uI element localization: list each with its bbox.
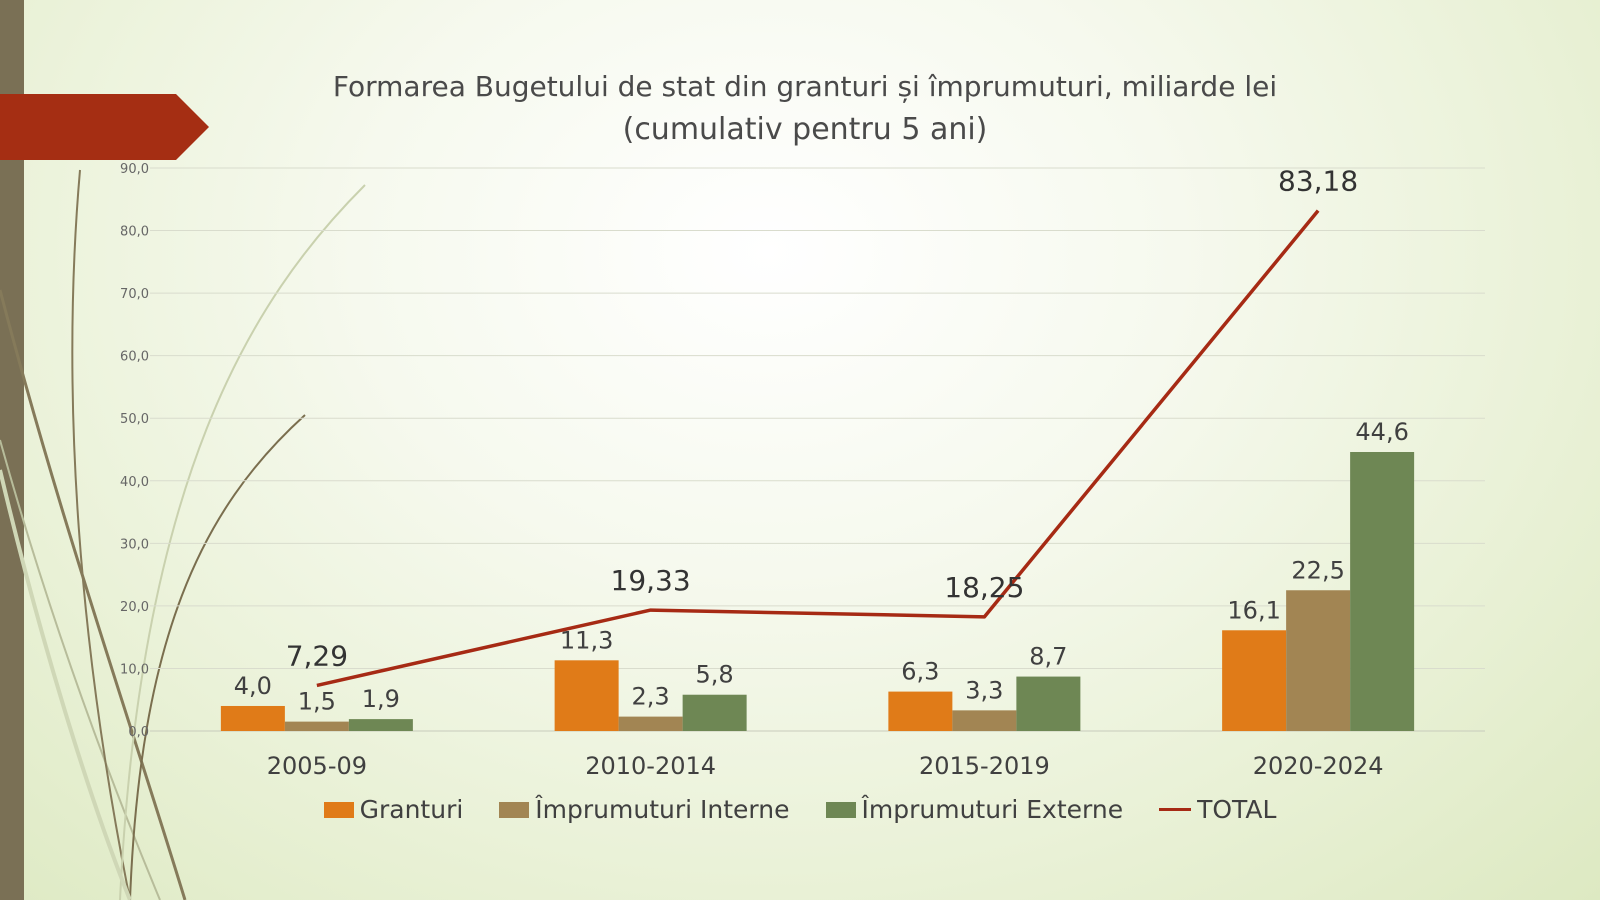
bar-data-label: 5,8: [696, 661, 734, 689]
bar-data-label: 2,3: [632, 683, 670, 711]
y-tick-label: 90,0: [120, 162, 149, 177]
legend-label-total: TOTAL: [1197, 795, 1277, 824]
title-ribbon: [0, 94, 209, 160]
legend-swatch-imprumuturi-externe: [825, 801, 856, 818]
bar-data-label: 22,5: [1291, 556, 1344, 584]
bar: [682, 694, 747, 731]
y-tick-label: 20,0: [120, 600, 149, 615]
line-data-label: 19,33: [611, 564, 691, 597]
y-tick-label: 10,0: [120, 662, 149, 677]
bar: [1016, 676, 1081, 731]
bar: [1350, 452, 1415, 731]
legend-label-imprumuturi-externe: Împrumuturi Externe: [861, 795, 1124, 824]
bar-data-label: 11,3: [560, 626, 613, 654]
bar: [952, 710, 1017, 731]
line-data-label: 83,18: [1278, 165, 1358, 198]
decorative-curves: [0, 169, 366, 900]
bar-data-label: 6,3: [901, 658, 939, 686]
y-tick-label: 40,0: [120, 475, 149, 490]
bar: [1286, 590, 1351, 731]
chart-subtitle: (cumulativ pentru 5 ani): [622, 112, 988, 147]
legend-swatch-total: [1159, 808, 1192, 811]
x-tick-label: 2020-2024: [1253, 752, 1384, 780]
bar-data-label: 1,9: [362, 685, 400, 713]
bar-data-label: 8,7: [1029, 643, 1067, 671]
legend-swatch-granturi: [323, 801, 354, 818]
y-tick-label: 50,0: [120, 412, 149, 427]
total-line: [316, 209, 1320, 688]
y-tick-label: 80,0: [120, 225, 149, 240]
bar-data-label: 16,1: [1227, 596, 1280, 624]
x-tick-label: 2005-09: [267, 752, 367, 780]
bar: [1222, 630, 1287, 731]
bar: [888, 691, 953, 731]
legend-item-imprumuturi-externe: Împrumuturi Externe: [825, 795, 1124, 824]
bar-data-label: 1,5: [298, 688, 336, 716]
line-data-label: 7,29: [286, 639, 348, 672]
bar: [220, 705, 285, 731]
legend-label-granturi: Granturi: [359, 795, 464, 824]
legend-label-imprumuturi-interne: Împrumuturi Interne: [535, 795, 790, 824]
chart-title: Formarea Bugetului de stat din granturi …: [332, 70, 1278, 103]
bar-data-label: 44,6: [1355, 418, 1408, 446]
bar: [284, 721, 349, 731]
bar-data-label: 3,3: [965, 676, 1003, 704]
legend-item-imprumuturi-interne: Împrumuturi Interne: [499, 795, 790, 824]
y-tick-label: 30,0: [120, 537, 149, 552]
legend-item-granturi: Granturi: [323, 795, 464, 824]
chart-legend: Granturi Împrumuturi Interne Împrumuturi…: [0, 795, 1600, 824]
legend-item-total: TOTAL: [1159, 795, 1276, 824]
bar: [554, 660, 619, 731]
line-data-label: 18,25: [944, 571, 1024, 604]
bar: [348, 719, 413, 731]
bar: [618, 716, 683, 731]
y-tick-label: 60,0: [120, 350, 149, 365]
y-tick-label: 0,0: [128, 725, 149, 740]
legend-swatch-imprumuturi-interne: [499, 801, 530, 818]
x-tick-label: 2010-2014: [585, 752, 716, 780]
x-tick-label: 2015-2019: [919, 752, 1050, 780]
bar-data-label: 4,0: [234, 672, 272, 700]
y-tick-label: 70,0: [120, 287, 149, 302]
